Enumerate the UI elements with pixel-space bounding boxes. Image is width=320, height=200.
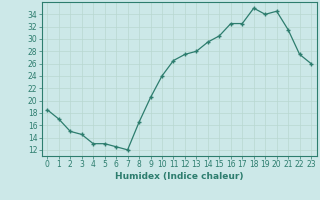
X-axis label: Humidex (Indice chaleur): Humidex (Indice chaleur) [115, 172, 244, 181]
